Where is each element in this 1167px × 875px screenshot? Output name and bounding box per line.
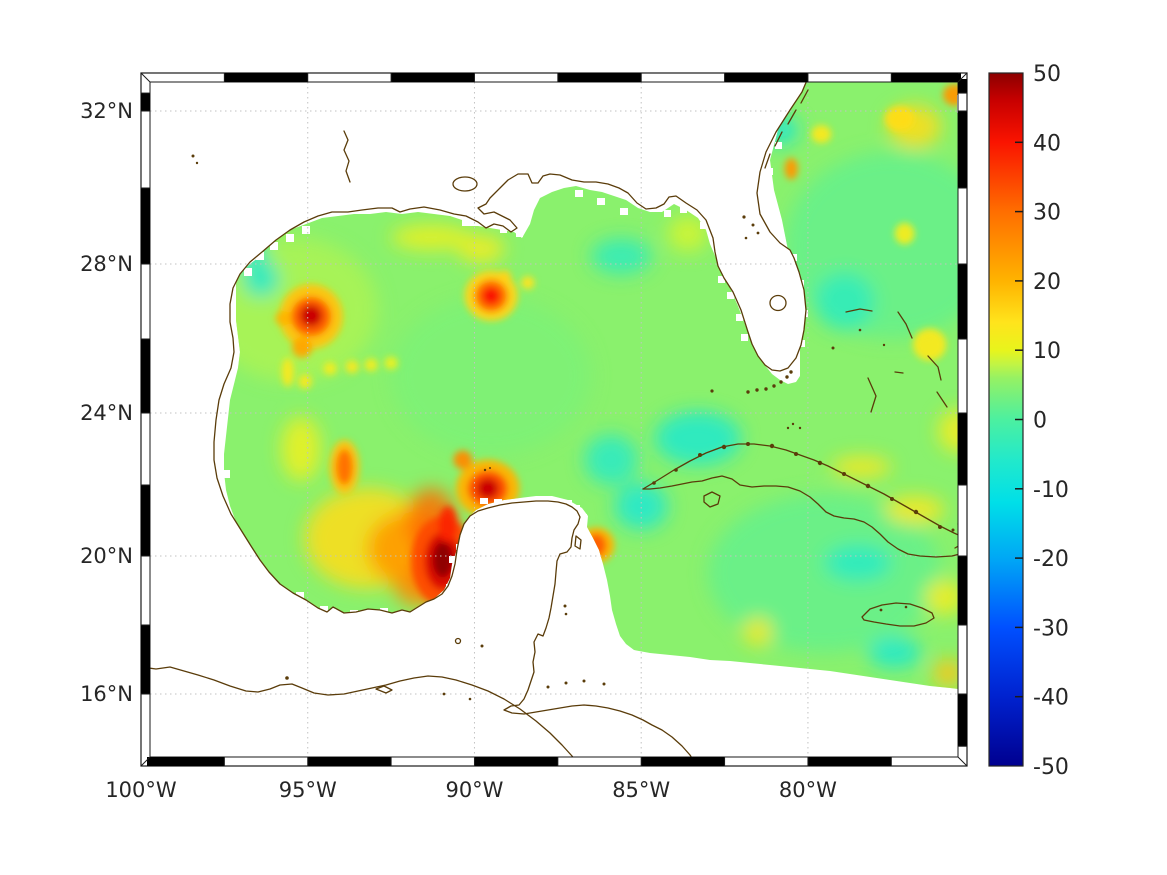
feature-gulf-center-wash <box>391 296 592 456</box>
lake-okeechobee <box>769 294 787 312</box>
land-fill <box>150 82 807 757</box>
feature-bank-spot <box>453 450 473 470</box>
coast-eleuthera <box>927 355 942 381</box>
island-specks <box>191 154 955 701</box>
colorbar-tick-label: -50 <box>1033 755 1069 780</box>
feature-sw-yellow-streak <box>281 357 294 387</box>
feature-yucatan-channel-teal <box>614 482 668 530</box>
x-tick-label: 95°W <box>279 778 337 802</box>
feature-ne-corner-spot <box>942 84 958 106</box>
colorbar-tick-label: -20 <box>1033 547 1069 572</box>
feature-south-cuba-teal <box>824 544 892 581</box>
frame-bevel <box>957 756 968 767</box>
y-tick-label: 20°N <box>80 544 133 568</box>
feature-florida-straits-teal <box>654 411 742 466</box>
feature-mississippi-bight-teal <box>591 238 652 275</box>
coast-guatemala-lake <box>375 685 393 694</box>
frame-bevel <box>140 756 151 767</box>
coast-grand-bahama <box>845 308 873 313</box>
lake-peten <box>454 637 462 645</box>
feature-canaveral-spot <box>784 157 798 180</box>
y-tick-label: 24°N <box>80 401 133 425</box>
feature-south-edge-teal <box>867 636 922 669</box>
coast-red-river <box>343 130 351 183</box>
x-tick-label: 80°W <box>779 778 837 802</box>
feature-west-gulf-spot2 <box>292 337 313 358</box>
feature-campeche-red-streak <box>438 506 458 543</box>
feature-atl-yellow-patch2 <box>912 328 947 361</box>
coast-isla-juventud <box>703 491 721 508</box>
y-tick-label: 16°N <box>80 682 133 706</box>
feature-north-yucatan-core <box>477 478 499 499</box>
x-tick-label: 85°W <box>612 778 670 802</box>
feature-louisiana-shelf-yellow <box>391 224 472 250</box>
feature-west-23n-yellow <box>281 416 322 482</box>
feature-bahamas-yellow-dot <box>894 222 915 245</box>
x-axis-labels: 100°W 95°W 90°W 85°W 80°W <box>105 778 837 802</box>
coast-ga-barrier-2 <box>787 109 797 125</box>
coast-andros <box>867 377 877 413</box>
colorbar-tick-label: 30 <box>1033 201 1061 226</box>
colorbar-tick-label: -30 <box>1033 616 1069 641</box>
coast-hispaniola-stub1 <box>957 523 958 525</box>
feature-central-eddy-core <box>481 286 501 305</box>
feature-row-spot-1 <box>323 362 337 376</box>
feature-row-spot-2 <box>345 360 359 374</box>
colorbar: 50 40 30 20 10 0 -10 -20 -30 -40 -50 <box>988 62 1069 780</box>
coast-cozumel <box>574 535 582 550</box>
feature-south-cuba-yellow <box>924 579 958 616</box>
frame-bevel <box>957 72 968 83</box>
coast-ga-barrier-1 <box>800 89 809 104</box>
y-tick-label: 28°N <box>80 252 133 276</box>
feature-atl-yellow-patch <box>884 106 915 132</box>
feature-west-jamaica-yellow <box>742 617 773 647</box>
coast-ga-barrier-4 <box>764 153 771 169</box>
feature-delta-front-yellow <box>457 234 505 264</box>
x-tick-label: 100°W <box>105 778 177 802</box>
feature-campeche-max-core <box>432 541 453 578</box>
coast-ga-barrier-3 <box>774 131 783 147</box>
colorbar-tick-label: -40 <box>1033 686 1069 711</box>
y-tick-label: 32°N <box>80 99 133 123</box>
feature-west-streak-core <box>336 449 353 485</box>
feature-west-gulf-eddy-core <box>300 304 323 327</box>
coast-hispaniola-stub2 <box>954 545 958 549</box>
coast-jamaica <box>861 602 935 627</box>
coast-pacific-coast <box>150 666 574 757</box>
feature-edge-yellow-spot <box>932 658 958 688</box>
feature-bigbend-yellow <box>667 215 708 252</box>
coast-abaco <box>897 311 913 339</box>
coast-cuba-south <box>642 475 958 558</box>
frame-bevel <box>140 72 151 83</box>
feature-nw-caribbean-teal <box>584 434 638 485</box>
y-axis-labels: 32°N 28°N 24°N 20°N 16°N <box>80 99 133 706</box>
feature-central-eddy-sat1 <box>497 270 512 284</box>
colorbar-tick-label: 50 <box>1033 62 1061 87</box>
colorbar-tick-label: -10 <box>1033 478 1069 503</box>
feature-atlantic-teal <box>814 272 875 331</box>
coast-exuma <box>936 391 948 408</box>
map-frame <box>140 72 968 767</box>
colorbar-tick-label: 40 <box>1033 131 1061 156</box>
feature-atl-yellow-dot <box>811 125 832 144</box>
feature-sw-yellow-dot <box>298 374 312 389</box>
feature-caribbean-wash <box>707 494 942 653</box>
feature-row-spot-4 <box>384 356 398 370</box>
colorbar-tick-label: 0 <box>1033 409 1047 434</box>
feature-west-gulf-sat <box>275 311 291 326</box>
map-content <box>150 82 958 757</box>
feature-cuba-north-yellow <box>831 456 892 478</box>
lake-pontchartrain <box>452 176 478 192</box>
colorbar-tick-label: 10 <box>1033 339 1061 364</box>
coast-new-providence <box>894 371 904 374</box>
feature-central-eddy-sat2 <box>521 276 535 290</box>
colorbar-tick-label: 20 <box>1033 270 1061 295</box>
x-tick-label: 90°W <box>445 778 503 802</box>
feature-row-spot-3 <box>364 358 378 372</box>
coastlines <box>150 82 958 757</box>
